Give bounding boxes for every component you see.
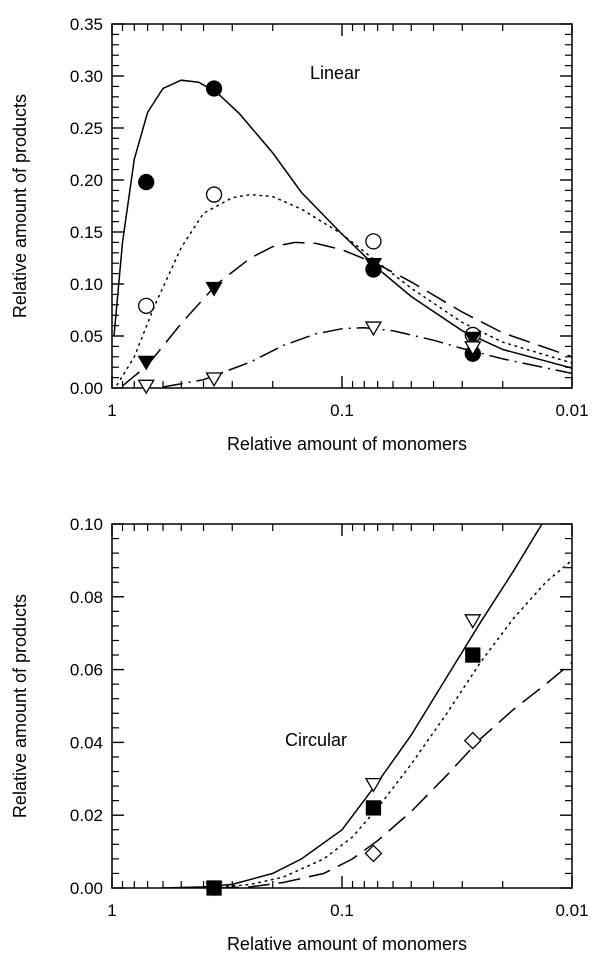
y-tick-label: 0.15 — [70, 223, 103, 242]
y-tick-label: 0.00 — [70, 879, 103, 898]
data-point-open-diamond — [463, 731, 482, 750]
series-line-solid — [162, 524, 543, 888]
data-point-open-triangle-down — [205, 372, 223, 388]
y-tick-label: 0.02 — [70, 806, 103, 825]
x-tick-label: 0.1 — [330, 401, 354, 420]
data-point-filled-square — [365, 800, 382, 816]
data-point-open-triangle-down — [137, 379, 155, 395]
data-point-filled-circle — [138, 173, 155, 191]
y-tick-label: 0.35 — [70, 15, 103, 34]
series-line-dashed — [122, 241, 572, 387]
data-point-open-circle — [138, 297, 155, 314]
series-line-dash-dot — [162, 326, 572, 388]
series-line-solid — [113, 79, 572, 369]
data-point-filled-triangle-down — [205, 281, 223, 297]
data-point-filled-triangle-down — [137, 355, 155, 371]
data-point-open-circle — [205, 186, 223, 203]
plot-frame — [111, 523, 573, 889]
y-tick-label: 0.20 — [70, 171, 103, 190]
y-tick-label: 0.30 — [70, 67, 103, 86]
y-axis-label: Relative amount of products — [10, 94, 30, 318]
data-point-open-triangle-down — [464, 341, 482, 356]
x-axis-label: Relative amount of monomers — [227, 934, 467, 954]
series-line-dotted — [116, 193, 572, 386]
data-point-filled-triangle-down — [364, 257, 383, 273]
y-axis-label: Relative amount of products — [10, 594, 30, 818]
data-point-open-triangle-down — [464, 614, 482, 629]
data-point-filled-circle — [205, 80, 223, 97]
data-point-open-triangle-down — [364, 321, 383, 337]
linear-chart: 1 0.1 0.01 0.00 0.05 0.10 0.15 0.20 0.25 0.30 0.35… — [10, 15, 589, 454]
y-tick-label: 0.10 — [70, 275, 103, 294]
data-point-filled-triangle-down — [464, 331, 482, 347]
data-point-filled-square — [465, 647, 481, 663]
series-line-dashed — [216, 661, 572, 888]
x-tick-label: 0.01 — [555, 901, 588, 920]
x-tick-label: 0.01 — [555, 401, 588, 420]
circular-chart: 1 0.1 0.01 0.00 0.02 0.04 0.06 0.08 0.10 Circular… — [10, 515, 589, 954]
data-point-open-triangle-down — [364, 777, 383, 793]
data-point-open-diamond — [364, 844, 383, 863]
panel-annotation: Circular — [285, 730, 347, 750]
panel-annotation: Linear — [310, 63, 360, 83]
y-tick-label: 0.04 — [70, 733, 103, 752]
x-tick-label: 1 — [107, 901, 116, 920]
data-point-open-circle — [365, 233, 382, 250]
x-tick-label: 1 — [107, 401, 116, 420]
y-tick-label: 0.25 — [70, 119, 103, 138]
data-point-filled-square — [206, 880, 222, 896]
y-tick-label: 0.05 — [70, 327, 103, 346]
x-axis-label: Relative amount of monomers — [227, 434, 467, 454]
series-line-dotted — [180, 559, 572, 888]
y-tick-label: 0.10 — [70, 515, 103, 534]
x-tick-label: 0.1 — [330, 901, 354, 920]
y-tick-label: 0.00 — [70, 379, 103, 398]
y-tick-label: 0.08 — [70, 588, 103, 607]
y-tick-label: 0.06 — [70, 661, 103, 680]
